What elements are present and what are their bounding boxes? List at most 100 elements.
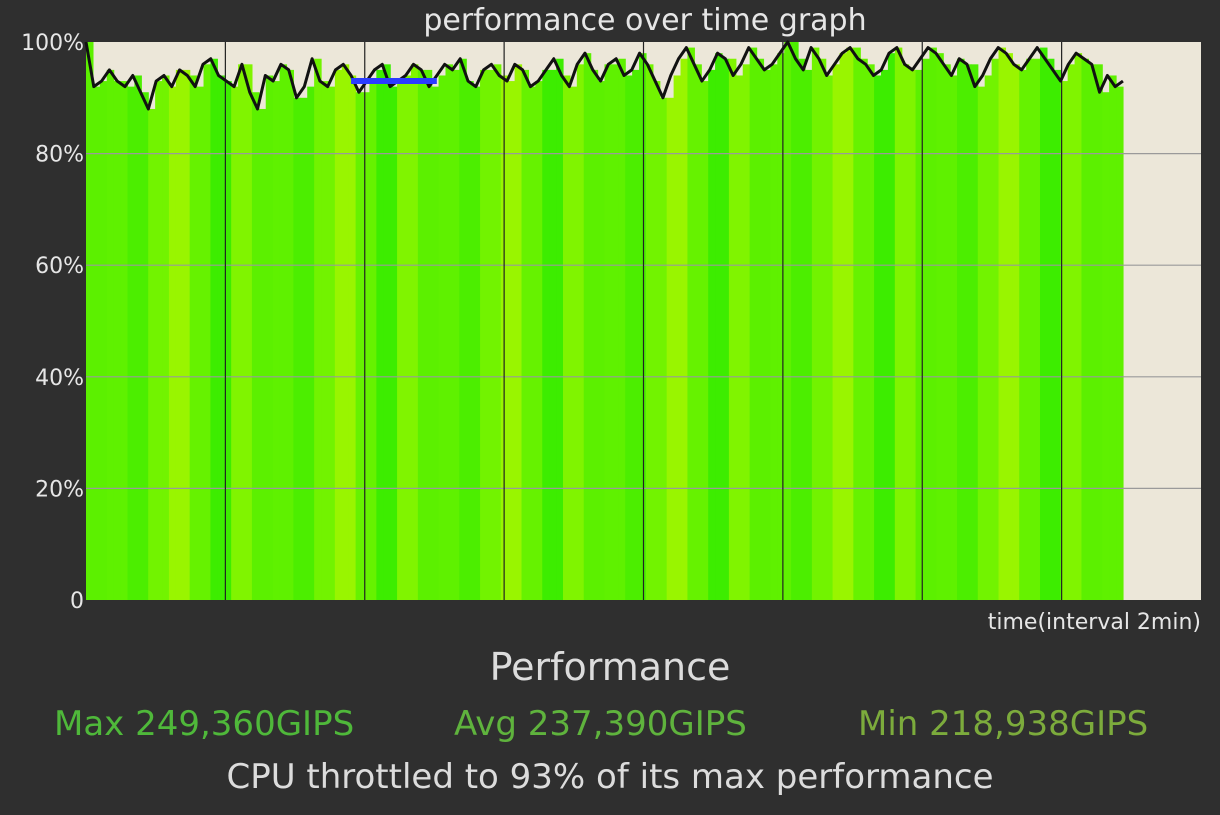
performance-chart: performance over time graph 0 20% 40% 60% 80… (21, 3, 1201, 635)
fill-stripe (376, 69, 384, 600)
fill-stripe (881, 69, 889, 600)
y-tick-label: 40% (35, 366, 84, 391)
fill-stripe (784, 42, 792, 600)
fill-stripe (922, 58, 930, 601)
y-tick-label: 0 (70, 589, 84, 614)
fill-stripe (645, 64, 654, 600)
fill-stripe (583, 53, 592, 601)
fill-stripe (397, 81, 405, 600)
fill-stripe (908, 69, 917, 600)
fill-stripe (742, 64, 751, 600)
fill-stripe (659, 97, 668, 601)
fill-stripe (708, 69, 716, 600)
fill-stripe (300, 97, 308, 601)
fill-stripe (632, 69, 640, 600)
fill-stripe (694, 64, 702, 600)
fill-stripe (639, 53, 647, 601)
fill-stripe (473, 86, 481, 600)
fill-stripe (867, 64, 875, 600)
fill-stripe (569, 86, 578, 600)
x-axis-label: time(interval 2min) (988, 610, 1201, 635)
y-tick-labels: 0 20% 40% 60% 80% 100% (21, 31, 84, 614)
fill-stripe (1116, 86, 1124, 600)
fill-stripe (936, 53, 944, 601)
fill-stripe (369, 81, 377, 600)
fill-stripe (611, 64, 619, 600)
fill-stripe (839, 53, 848, 601)
fill-stripe (673, 75, 682, 601)
fill-stripe (556, 58, 564, 601)
fill-stripe (590, 69, 599, 600)
fill-stripe (991, 58, 1000, 601)
fill-stripe (279, 64, 288, 600)
fill-stripe (286, 69, 294, 600)
chart-title: performance over time graph (423, 3, 866, 38)
fill-stripe (410, 64, 419, 600)
fill-stripe (1053, 69, 1062, 600)
fill-stripe (404, 75, 412, 601)
fill-stripe (735, 75, 744, 601)
fill-stripe (687, 47, 695, 600)
fill-stripe (217, 75, 225, 601)
fill-stripe (92, 86, 101, 600)
fill-stripe (196, 86, 205, 600)
fill-stripe (542, 69, 550, 600)
fill-stripe (770, 64, 778, 600)
fill-stripe (715, 53, 723, 601)
fill-stripe (99, 81, 108, 600)
fill-stripe (1109, 75, 1117, 601)
fill-stripe (514, 64, 523, 600)
fill-stripe (480, 69, 488, 600)
fill-stripe (943, 64, 951, 600)
fill-stripe (860, 58, 868, 601)
fill-stripe (763, 69, 771, 600)
fill-stripe (452, 69, 460, 600)
fill-stripe (984, 75, 993, 601)
fill-stripe (618, 58, 626, 601)
fill-stripe (818, 58, 827, 601)
fill-stripe (604, 64, 612, 600)
fill-stripe (355, 92, 364, 600)
fill-stripe (507, 81, 516, 600)
fill-stripe (245, 64, 253, 600)
fill-stripe (549, 69, 557, 600)
fill-stripe (1074, 53, 1083, 601)
fill-stripe (106, 69, 115, 600)
fill-stripe (680, 58, 689, 601)
fill-stripe (722, 58, 730, 601)
fill-stripe (113, 81, 122, 600)
fill-stripe (825, 75, 834, 601)
fill-stripe (1088, 64, 1096, 600)
fill-stripe (528, 86, 536, 600)
fill-stripe (791, 42, 799, 600)
fill-stripe (210, 58, 218, 601)
fill-stripe (348, 75, 357, 601)
y-tick-label: 60% (35, 254, 84, 279)
fill-stripe (1012, 64, 1020, 600)
fill-stripe (970, 64, 979, 600)
fill-stripe (1095, 64, 1103, 600)
fill-stripe (894, 47, 903, 600)
fill-stripe (887, 53, 896, 601)
y-tick-label: 100% (21, 31, 84, 56)
fill-stripe (224, 81, 232, 600)
fill-stripe (341, 64, 350, 600)
fill-stripe (846, 47, 854, 600)
fill-stripe (777, 53, 785, 601)
max-performance: Max 249,360GIPS (54, 704, 355, 744)
fill-stripe (431, 86, 440, 600)
fill-stripe (666, 97, 675, 601)
fill-stripe (811, 47, 820, 600)
fill-stripe (1005, 53, 1013, 601)
fill-stripe (1102, 92, 1110, 600)
fill-stripe (238, 64, 246, 600)
fill-stripe (957, 58, 965, 601)
fill-stripe (798, 58, 806, 601)
fill-stripe (327, 86, 336, 600)
fill-stripe (1033, 58, 1041, 601)
fill-stripe (701, 81, 709, 600)
fill-stripe (265, 75, 274, 601)
fill-stripe (258, 108, 267, 601)
y-tick-label: 80% (35, 143, 84, 168)
fill-stripe (1046, 58, 1055, 601)
